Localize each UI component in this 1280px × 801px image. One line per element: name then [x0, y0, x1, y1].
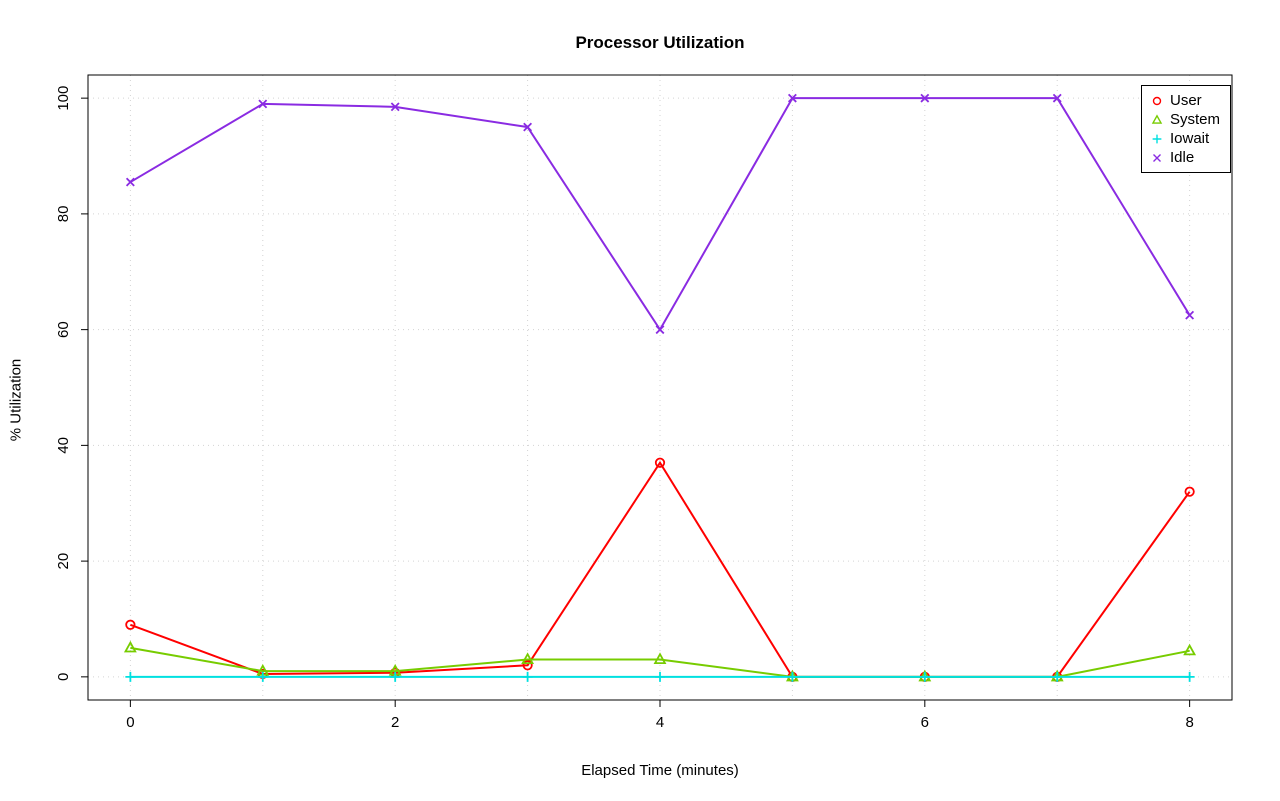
legend-label: Iowait — [1170, 130, 1210, 147]
legend-item-system: System — [1150, 110, 1230, 129]
svg-text:6: 6 — [921, 714, 929, 731]
svg-text:40: 40 — [55, 437, 72, 454]
svg-text:20: 20 — [55, 553, 72, 570]
svg-text:100: 100 — [55, 86, 72, 111]
svg-text:0: 0 — [126, 714, 134, 731]
legend-label: User — [1170, 92, 1202, 109]
svg-text:60: 60 — [55, 321, 72, 338]
plus-marker-icon — [1150, 132, 1164, 146]
legend-label: Idle — [1170, 149, 1195, 166]
triangle-marker-icon — [1150, 113, 1164, 127]
svg-text:4: 4 — [656, 714, 664, 731]
legend-item-user: User — [1150, 91, 1230, 110]
svg-text:0: 0 — [55, 673, 72, 681]
legend-item-idle: Idle — [1150, 148, 1230, 167]
chart-title: Processor Utilization — [575, 33, 745, 52]
legend: User System Iowait Idle — [1141, 85, 1231, 173]
svg-text:8: 8 — [1185, 714, 1193, 731]
svg-text:80: 80 — [55, 206, 72, 223]
x-marker-icon — [1150, 151, 1164, 165]
x-axis-label: Elapsed Time (minutes) — [581, 762, 739, 779]
svg-text:2: 2 — [391, 714, 399, 731]
circle-marker-icon — [1150, 94, 1164, 108]
y-axis-label: % Utilization — [7, 358, 25, 442]
legend-label: System — [1170, 111, 1221, 128]
legend-item-iowait: Iowait — [1150, 129, 1230, 148]
